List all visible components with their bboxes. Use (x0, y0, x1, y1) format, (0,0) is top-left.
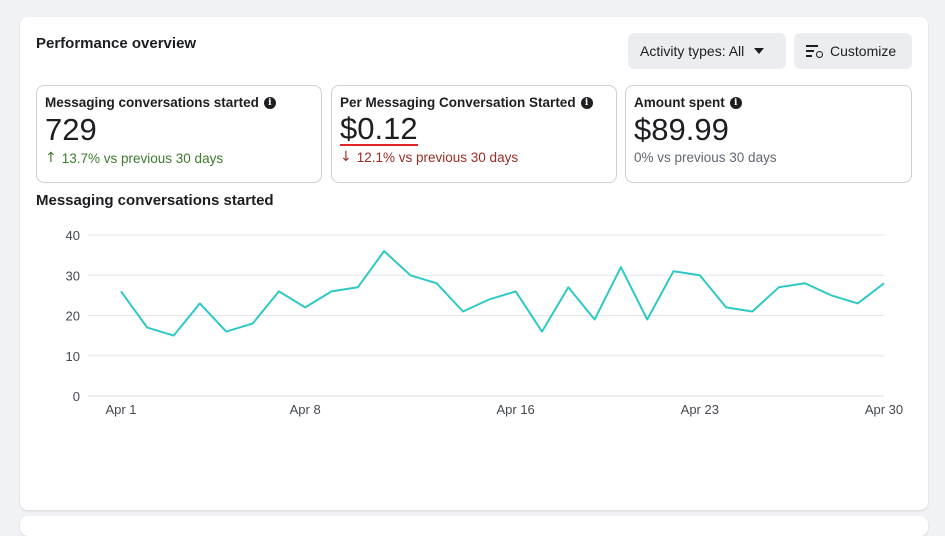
metric-label: Amount spent (634, 95, 725, 110)
x-tick-label: Apr 23 (681, 402, 719, 417)
metric-card-cost-per-conversation: Per Messaging Conversation Started i $0.… (331, 85, 617, 183)
activity-types-label: Activity types: All (640, 43, 745, 59)
line-chart: 0 10 20 30 40 Apr 1 Apr 8 Apr 16 Apr 23 Apr 30 (66, 228, 904, 417)
x-tick-label: Apr 1 (105, 402, 136, 417)
metric-label: Messaging conversations started (45, 95, 259, 110)
x-tick-label: Apr 8 (290, 402, 321, 417)
y-tick-label: 20 (66, 309, 80, 324)
arrow-down-icon: ↓ (340, 149, 352, 165)
y-tick-label: 30 (66, 268, 80, 283)
y-tick-label: 0 (73, 389, 80, 404)
metric-delta: 0% vs previous 30 days (634, 150, 777, 165)
metric-value: $89.99 (634, 112, 729, 147)
performance-overview-card: Performance overview Activity types: All… (20, 17, 928, 510)
info-icon[interactable]: i (580, 96, 593, 109)
chart-title: Messaging conversations started (36, 192, 274, 209)
metric-value: $0.12 (340, 111, 418, 146)
metric-delta: 13.7% vs previous 30 days (61, 150, 224, 166)
info-icon[interactable]: i (263, 96, 276, 109)
arrow-up-icon: ↑ (45, 150, 57, 166)
metric-value: 729 (45, 112, 97, 147)
metric-card-conversations: Messaging conversations started i 729 ↑ … (36, 85, 322, 183)
y-tick-label: 40 (66, 228, 80, 243)
customize-button[interactable]: Customize (794, 33, 912, 69)
series-line[interactable] (120, 250, 885, 337)
customize-icon (806, 44, 823, 58)
activity-types-dropdown[interactable]: Activity types: All (628, 33, 786, 69)
customize-label: Customize (830, 43, 897, 59)
next-card (20, 516, 928, 536)
metric-label: Per Messaging Conversation Started (340, 95, 576, 110)
caret-down-icon (754, 48, 765, 54)
metric-delta: 12.1% vs previous 30 days (356, 149, 519, 165)
metric-card-amount-spent: Amount spent i $89.99 0% vs previous 30 … (625, 85, 912, 183)
x-tick-label: Apr 30 (865, 402, 903, 417)
y-tick-label: 10 (66, 349, 80, 364)
info-icon[interactable]: i (729, 96, 742, 109)
page-title: Performance overview (36, 35, 197, 52)
x-tick-label: Apr 16 (496, 402, 534, 417)
